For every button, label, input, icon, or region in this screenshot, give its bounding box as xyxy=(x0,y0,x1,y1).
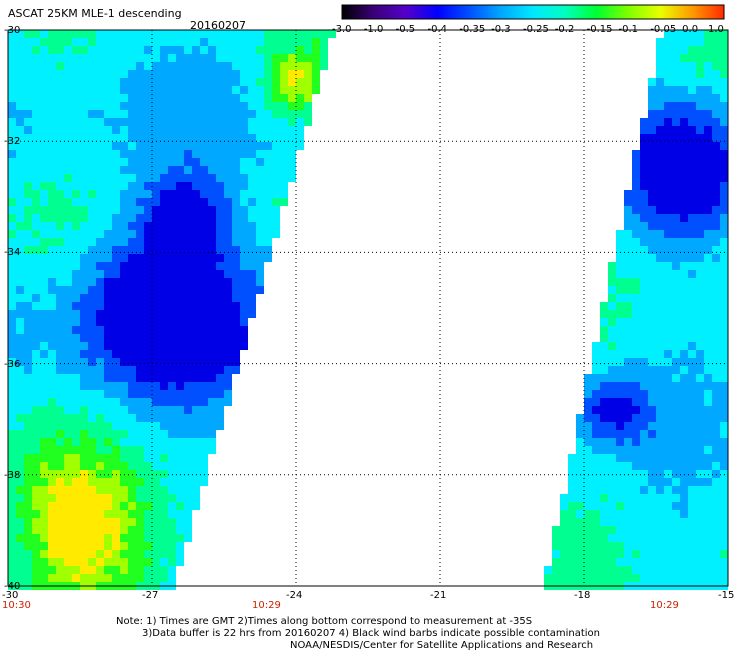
note-line-2: 3)Data buffer is 22 hrs from 20160207 4)… xyxy=(142,628,600,639)
colorbar-label: 0.0 xyxy=(682,24,699,35)
colorbar-gradient xyxy=(342,5,724,19)
lon-label: -27 xyxy=(142,590,159,601)
lon-label: -30 xyxy=(2,590,19,601)
colorbar-label: -0.3 xyxy=(491,24,511,35)
colorbar-label: -0.25 xyxy=(523,24,549,35)
time-right: 10:29 xyxy=(650,600,679,611)
colorbar-label: -0.15 xyxy=(586,24,613,35)
lon-label: -18 xyxy=(574,590,591,601)
colorbar-label: -1.0 xyxy=(363,24,384,35)
lon-label: -15 xyxy=(718,590,735,601)
colorbar-label: -0.05 xyxy=(650,24,677,35)
time-middle: 10:29 xyxy=(252,600,281,611)
colorbar-frame xyxy=(341,4,725,20)
colorbar-label: -3.0 xyxy=(332,24,352,35)
colorbar xyxy=(341,4,725,20)
graticule xyxy=(8,30,728,586)
lat-label: -36 xyxy=(4,358,21,370)
note-line-3: NOAA/NESDIS/Center for Satellite Applica… xyxy=(290,640,594,650)
colorbar-label: -0.35 xyxy=(459,24,486,35)
map-frame xyxy=(7,29,729,587)
plot-title: ASCAT 25KM MLE-1 descending xyxy=(8,7,182,20)
colorbar-label: -0.4 xyxy=(427,24,448,35)
note-line-1: Note: 1) Times are GMT 2)Times along bot… xyxy=(116,616,533,627)
lat-label: -40 xyxy=(4,581,21,592)
lon-label: -24 xyxy=(286,590,303,601)
lat-label: -32 xyxy=(4,136,21,148)
lat-label: -38 xyxy=(4,469,21,481)
colorbar-label: -0.5 xyxy=(395,24,416,35)
colorbar-label: -0.2 xyxy=(554,24,575,35)
time-left: 10:30 xyxy=(2,600,31,611)
colorbar-label: -0.1 xyxy=(618,24,639,35)
colorbar-label: 1.0 xyxy=(708,24,724,35)
lat-label: -30 xyxy=(4,25,21,36)
lon-label: -21 xyxy=(430,590,447,601)
lat-label: -34 xyxy=(4,247,21,259)
data-swaths xyxy=(8,30,728,590)
plot-date: 20160207 xyxy=(190,19,246,32)
